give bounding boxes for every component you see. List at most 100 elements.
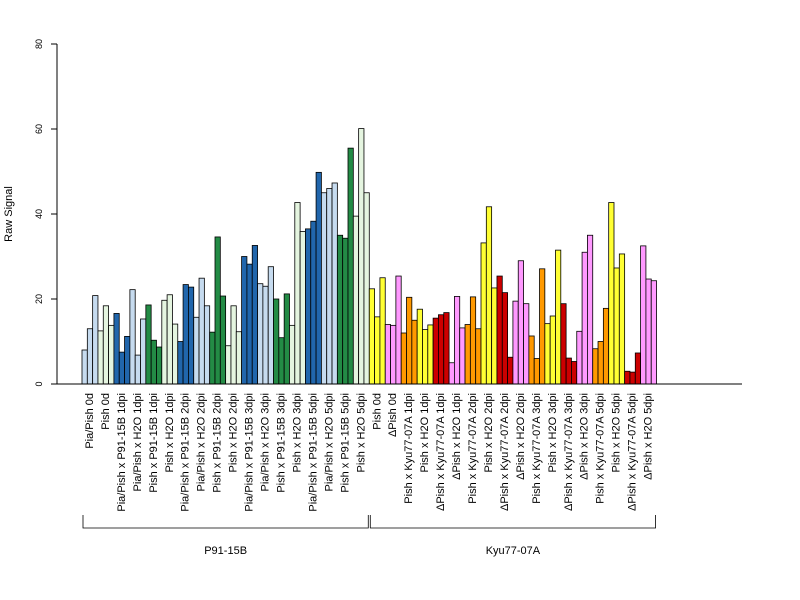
bar	[427, 324, 434, 385]
bar	[177, 341, 184, 385]
category-label: ΔPish x H2O 2dpi	[515, 393, 527, 480]
bar	[225, 345, 232, 385]
category-label: Pia/Pish x P91-15B 5dpi	[307, 393, 319, 512]
bar	[86, 328, 94, 385]
bar	[390, 324, 397, 385]
bar	[193, 316, 200, 385]
bar	[533, 358, 540, 385]
bar	[368, 288, 375, 385]
bar	[363, 192, 370, 385]
bar	[384, 324, 391, 385]
bar	[219, 295, 227, 385]
bar	[251, 245, 258, 385]
bar	[118, 351, 125, 385]
category-label: ΔPish x H2O 3dpi	[579, 393, 591, 480]
bar	[299, 231, 306, 385]
bar	[571, 361, 578, 385]
category-label: Pish x H2O 5dpi	[611, 393, 623, 472]
category-label: Pia/Pish x H2O 5dpi	[323, 393, 335, 491]
bar	[645, 278, 652, 385]
category-label: Pish x H2O 3dpi	[547, 393, 559, 472]
bar	[336, 234, 344, 385]
group-label: P91-15B	[204, 545, 247, 557]
bar	[241, 256, 248, 385]
bar	[108, 324, 115, 385]
category-label: Pish x H2O 1dpi	[164, 393, 176, 472]
category-label: ΔPish x Kyu77-07A 3dpi	[563, 393, 575, 511]
bar	[480, 242, 487, 385]
bar	[528, 335, 535, 385]
y-tick-label: 0	[34, 381, 44, 386]
category-label: Pish x H2O 2dpi	[228, 393, 240, 472]
bar	[262, 285, 269, 385]
category-label: Pish x Kyu77-07A 2dpi	[467, 393, 479, 504]
bar	[565, 357, 572, 385]
bar	[187, 286, 195, 385]
category-label: ΔPish x H2O 5dpi	[643, 393, 655, 480]
bar	[560, 303, 567, 385]
bar	[517, 260, 524, 385]
category-label: Pish x H2O 2dpi	[483, 393, 495, 472]
bar	[597, 341, 604, 385]
bar	[602, 307, 610, 385]
bar	[491, 287, 498, 385]
bar	[416, 308, 423, 385]
bar	[273, 298, 280, 385]
bar	[134, 354, 141, 385]
bar	[81, 349, 88, 385]
bar	[92, 295, 99, 385]
category-label: Pish x P91-15B 3dpi	[276, 393, 288, 493]
bar	[613, 267, 620, 385]
bar	[331, 182, 338, 385]
bar	[512, 300, 519, 385]
bar	[618, 253, 626, 385]
bar	[198, 277, 205, 385]
bar	[166, 294, 173, 385]
bar	[453, 296, 461, 385]
category-label: ΔPish 0d	[387, 393, 399, 437]
category-label: ΔPish x Kyu77-07A 5dpi	[627, 393, 639, 511]
y-tick-label: 20	[34, 294, 44, 304]
bar	[102, 305, 109, 385]
bar	[406, 296, 413, 385]
bar	[203, 305, 211, 385]
category-label: Pish x H2O 3dpi	[291, 393, 303, 472]
category-label: Pia/Pish 0d	[84, 393, 96, 449]
bar	[140, 318, 147, 385]
category-label: Pish x P91-15B 1dpi	[148, 393, 160, 493]
category-label: ΔPish x H2O 1dpi	[451, 393, 463, 480]
category-label: ΔPish x Kyu77-07A 2dpi	[499, 393, 511, 511]
bar	[257, 283, 264, 385]
bar	[469, 296, 477, 385]
bar	[347, 147, 354, 385]
bar	[629, 371, 636, 385]
bar	[485, 206, 493, 385]
group-label: Kyu77-07A	[486, 545, 541, 557]
bar	[411, 319, 418, 385]
category-label: ΔPish x Kyu77-07A 1dpi	[435, 393, 447, 511]
bar	[539, 268, 546, 385]
bar	[475, 328, 482, 385]
category-label: Pia/Pish x H2O 1dpi	[132, 393, 144, 491]
bar	[432, 317, 439, 385]
bar	[496, 275, 503, 385]
bar	[587, 234, 594, 385]
y-axis: 0 20 40 60 80	[34, 39, 58, 387]
bar	[209, 331, 216, 385]
category-label: Pia/Pish x H2O 3dpi	[260, 393, 272, 491]
bar	[549, 315, 556, 385]
bar	[379, 277, 386, 385]
category-label: Pish x P91-15B 5dpi	[339, 393, 351, 493]
bar	[161, 299, 168, 385]
bar	[97, 330, 104, 385]
bar	[544, 323, 551, 385]
bar	[634, 352, 642, 385]
bar	[283, 293, 290, 385]
bar	[507, 356, 514, 385]
bar	[395, 275, 402, 385]
bar	[246, 263, 253, 385]
bar	[150, 339, 157, 385]
bar	[124, 335, 131, 385]
bar	[294, 202, 301, 385]
bar	[289, 324, 296, 385]
